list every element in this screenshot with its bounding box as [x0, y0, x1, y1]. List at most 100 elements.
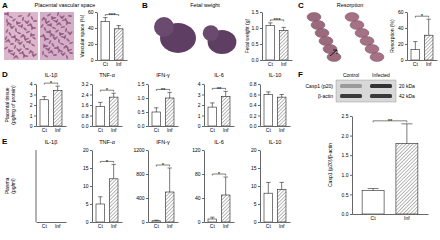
- tick-label: Inf: [281, 61, 287, 67]
- bar: [96, 204, 105, 222]
- y-tick: 0: [142, 219, 148, 225]
- x-axis: CtInf: [149, 222, 179, 229]
- error-bar: [266, 182, 270, 193]
- y-tick: 60: [398, 9, 407, 15]
- tick-label: 800: [136, 171, 145, 177]
- histology-cell: [65, 28, 68, 33]
- histology-cell: [9, 50, 14, 52]
- tick-label: Ct: [413, 61, 419, 67]
- fetus-head: [154, 17, 174, 37]
- bar-chart: 05101520CtInf: [251, 147, 291, 228]
- tick-mark: [350, 155, 352, 156]
- tick-label: 20: [251, 147, 257, 153]
- uterus-segment: [350, 21, 364, 30]
- histology-cell: [44, 45, 48, 47]
- tick-label: Ct: [154, 127, 160, 133]
- tick-label: Ct: [268, 61, 274, 67]
- tick-label: 1.5: [252, 9, 259, 15]
- tick-mark: [202, 222, 204, 223]
- significance-label: ***: [273, 17, 281, 23]
- y-tick: 0.6: [250, 92, 260, 98]
- y-tick: 1200: [133, 147, 148, 153]
- histology-cell: [55, 29, 60, 33]
- y-tick: 0.0: [342, 211, 352, 217]
- y-axis: 0.00.51.01.52.02.5: [342, 113, 353, 217]
- tick-mark: [34, 116, 36, 117]
- y-axis: 0204060: [88, 9, 98, 63]
- tick-mark: [258, 95, 260, 96]
- y-tick: 0.5: [252, 41, 262, 47]
- histology-cell: [21, 24, 24, 29]
- tick-label: 1.0: [342, 172, 349, 178]
- blot-band: [340, 94, 362, 98]
- y-tick: 0.0: [138, 123, 148, 129]
- axis-line: [204, 151, 205, 223]
- x-tick: Inf: [426, 60, 432, 67]
- plot-marks: [40, 86, 62, 126]
- bar: [109, 97, 118, 126]
- tick-label: 0.8: [250, 81, 257, 87]
- bar-chart: 04008001200CtInf: [133, 147, 178, 228]
- tick-label: 2.0: [342, 133, 349, 139]
- histology-cell: [15, 28, 18, 33]
- histology-cell: [12, 18, 17, 22]
- chart-title: IL-1β: [45, 72, 58, 78]
- histology-cell: [40, 24, 44, 29]
- x-axis: CtInf: [93, 126, 123, 133]
- y-tick: 120: [192, 147, 204, 153]
- tick-label: Ct: [266, 127, 272, 133]
- tick-label: 15: [251, 165, 257, 171]
- tick-label: Inf: [111, 223, 117, 229]
- axis-line: [353, 214, 429, 215]
- y-axis: 0204060: [398, 9, 408, 63]
- bar-chart: 04080120CtInf: [192, 147, 234, 228]
- uterus-segment: [370, 53, 384, 62]
- error-bar: [268, 23, 272, 26]
- histology-cell: [32, 27, 36, 29]
- tick-mark: [202, 198, 204, 199]
- y-tick: 5: [86, 201, 92, 207]
- histology-cell: [12, 52, 15, 57]
- error-bar: [401, 124, 412, 144]
- tick-label: Ct: [266, 223, 272, 229]
- histology-cell: [62, 52, 66, 56]
- bar: [221, 97, 230, 126]
- histology-cell: [18, 48, 22, 52]
- arrow: [330, 50, 337, 56]
- tick-label: 60: [398, 9, 404, 15]
- y-axis-title: Fetal weight (g): [244, 18, 250, 53]
- x-tick: Ct: [413, 60, 419, 67]
- bar: [109, 179, 118, 222]
- significance-label: **: [217, 86, 222, 92]
- y-tick: 2.4: [82, 92, 92, 98]
- bar: [96, 106, 105, 126]
- uterus-segment: [319, 37, 333, 46]
- tick-mark: [405, 44, 407, 45]
- blot-band: [370, 84, 392, 88]
- axis-line: [260, 85, 261, 127]
- chart-title: IFN-γ: [156, 72, 170, 78]
- tick-mark: [258, 105, 260, 106]
- bar: [411, 50, 420, 60]
- chart-title: IFN-γ: [156, 139, 170, 145]
- panel-label: D: [2, 70, 8, 79]
- x-tick: Ct: [103, 60, 109, 67]
- tick-mark: [350, 194, 352, 195]
- x-tick: Inf: [116, 60, 122, 67]
- bar: [362, 190, 384, 214]
- bar-chart: 01234CtInf: [30, 81, 67, 132]
- bar: [165, 98, 174, 126]
- tick-label: 60: [88, 9, 94, 15]
- x-tick: Inf: [281, 60, 287, 67]
- plot-marks: [208, 91, 230, 126]
- tick-mark: [34, 126, 36, 127]
- error-bar: [210, 217, 214, 219]
- histology-cell: [42, 51, 44, 56]
- x-tick: Ct: [268, 60, 274, 67]
- bar-chart: 0.00.51.01.5CtInf: [138, 81, 179, 132]
- tick-label: Ct: [103, 61, 109, 67]
- bar: [266, 25, 275, 60]
- tick-label: 2: [30, 102, 33, 108]
- histology-cell: [29, 40, 31, 45]
- histology-cell: [50, 23, 52, 27]
